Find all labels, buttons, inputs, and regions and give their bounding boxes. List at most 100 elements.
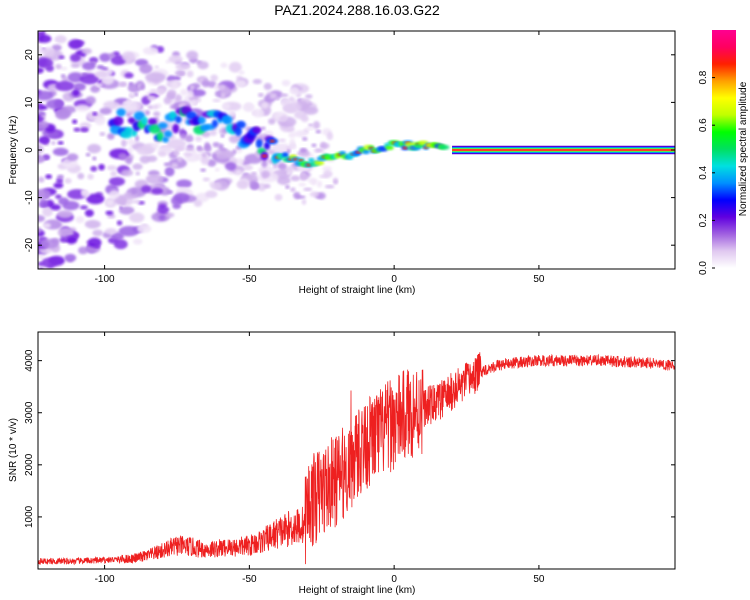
spectrogram-noise-blob [243, 164, 253, 171]
colorbar-tick-label: 0.4 [698, 165, 709, 179]
spectrogram-noise-blob [42, 222, 52, 229]
spectrogram-noise-blob [38, 267, 44, 269]
spectrogram-noise-blob [333, 179, 338, 185]
spectrogram-noise-blob [257, 182, 267, 192]
spectrogram-noise-blob [58, 55, 65, 60]
spectrogram-noise-blob [257, 92, 264, 98]
spectrogram-noise-blob [286, 127, 295, 132]
spectrogram-x-ticks: -100 -50 0 50 [95, 31, 545, 285]
spectrogram-noise-blob [210, 182, 222, 190]
spectrogram-noise-blob [150, 187, 164, 195]
spectrogram-noise-blob [146, 155, 158, 162]
spectrogram-noise-blob [121, 51, 135, 62]
spectrogram-noise-blob [238, 70, 245, 75]
snr-panel: -100 -50 0 50 1000 2000 3000 4000 Height of st… [8, 331, 676, 596]
spectrogram-ridge-blob [211, 119, 219, 128]
spectrogram-noise-blob [139, 63, 153, 74]
spectrogram-noise-blob [260, 126, 266, 130]
spectrogram-noise-blob [125, 156, 133, 165]
spectrogram-noise-blob [197, 61, 209, 70]
spectrogram-noise-blob [200, 156, 210, 165]
spectrogram-ridge-blob [282, 152, 289, 158]
x-tick-label: 0 [391, 574, 397, 585]
snr-x-label: Height of straight line (km) [299, 585, 416, 596]
spectrogram-noise-blob [281, 79, 291, 87]
spectrogram-noise-blob [118, 225, 140, 237]
spectrogram-noise-blob [54, 35, 67, 44]
spectrogram-noise-blob [288, 96, 295, 103]
spectrogram-noise-blob [157, 206, 170, 214]
spectrogram-noise-blob [220, 62, 228, 69]
spectrogram-noise-blob [119, 205, 123, 210]
spectrogram-noise-blob [132, 199, 141, 204]
spectrogram-noise-blob [82, 61, 96, 71]
spectrogram-noise-blob [285, 184, 290, 190]
spectrogram-noise-blob [66, 236, 78, 245]
spectrogram-noise-blob [290, 175, 301, 182]
spectrogram-ridge-blob [113, 116, 124, 126]
spectrogram-noise-blob [38, 176, 45, 183]
spectrogram-peak-blob [261, 154, 267, 158]
spectrogram-noise-blob [268, 150, 276, 155]
spectrogram-noise-blob [38, 115, 44, 123]
spectrogram-noise-blob [295, 195, 306, 199]
spectrogram-blobs [38, 31, 339, 269]
spectrogram-noise-blob [134, 135, 140, 142]
spectrogram-noise-blob [38, 227, 42, 234]
spectrogram-noise-blob [235, 170, 242, 174]
spectrogram-noise-blob [151, 143, 160, 149]
spectrogram-noise-blob [53, 182, 64, 189]
spectrogram-noise-blob [326, 132, 334, 141]
spectrogram-ridge-blob [141, 116, 149, 125]
spectrogram-noise-blob [126, 138, 136, 146]
spectrogram-noise-blob [173, 149, 180, 156]
spectrogram-ridge-blob [156, 131, 164, 142]
colorbar-tick-label: 0.2 [698, 213, 709, 227]
spectrogram-ridge-blob [313, 160, 325, 166]
spectrogram-noise-blob [263, 183, 271, 189]
spectrogram-noise-blob [147, 105, 154, 110]
spectrogram-noise-blob [228, 110, 236, 118]
spectrogram-noise-blob [106, 165, 117, 171]
spectrogram-noise-blob [85, 152, 91, 157]
spectrogram-noise-blob [99, 52, 111, 62]
spectrogram-noise-blob [73, 82, 86, 91]
spectrogram-ridge-blob [116, 108, 126, 117]
spectrogram-noise-blob [127, 83, 141, 93]
spectrogram-noise-blob [87, 173, 94, 180]
spectrogram-noise-blob [311, 143, 317, 148]
spectrogram-noise-blob [236, 180, 249, 189]
spectrogram-noise-blob [212, 98, 221, 103]
spectrogram-noise-blob [45, 174, 53, 180]
x-tick-label: 50 [533, 574, 545, 585]
spectrogram-noise-blob [118, 153, 128, 160]
spectrogram-noise-blob [263, 82, 272, 91]
spectrogram-noise-blob [222, 151, 229, 156]
colorbar-gradient [712, 30, 736, 268]
y-tick-label: 3000 [24, 401, 35, 424]
spectrogram-noise-blob [80, 189, 88, 194]
spectrogram-noise-blob [133, 92, 139, 97]
spectrogram-noise-blob [99, 107, 112, 115]
spectrogram-noise-blob [145, 72, 166, 83]
spectrogram-noise-blob [207, 159, 217, 167]
spectrogram-noise-blob [38, 215, 46, 223]
spectrogram-noise-blob [62, 200, 80, 211]
spectrogram-noise-blob [253, 183, 258, 188]
x-tick-label: 50 [533, 274, 545, 285]
y-tick-label: -10 [24, 190, 35, 205]
spectrogram-noise-blob [64, 253, 77, 262]
spectrogram-ridge-blob [197, 116, 206, 125]
spectrogram-noise-blob [55, 80, 75, 92]
spectrogram-noise-blob [152, 104, 159, 110]
spectrogram-noise-blob [153, 111, 161, 117]
spectrogram-noise-blob [84, 209, 94, 217]
x-tick-label: -50 [242, 274, 257, 285]
spectrogram-noise-blob [204, 144, 212, 153]
colorbar-tick-label: 0.0 [698, 261, 709, 275]
spectrogram-noise-blob [228, 61, 242, 73]
spectrogram-peak-blob [298, 159, 304, 162]
spectrogram-noise-blob [136, 102, 142, 110]
spectrogram-ridge-blob [308, 157, 315, 163]
spectrogram-noise-blob [146, 95, 156, 101]
